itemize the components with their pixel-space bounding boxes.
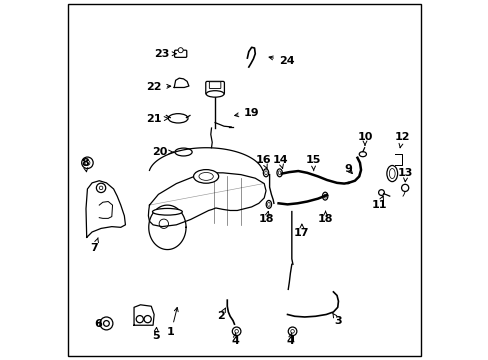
Text: 21: 21: [146, 114, 168, 124]
Text: 16: 16: [255, 155, 271, 168]
Text: 19: 19: [234, 108, 259, 118]
Text: 22: 22: [146, 82, 170, 92]
Text: 5: 5: [152, 327, 160, 341]
Circle shape: [85, 160, 90, 165]
Text: 4: 4: [231, 333, 239, 346]
Circle shape: [81, 157, 93, 168]
Circle shape: [144, 316, 151, 323]
Text: 1: 1: [167, 307, 178, 337]
Circle shape: [103, 320, 109, 326]
Circle shape: [100, 317, 113, 330]
Ellipse shape: [386, 166, 397, 181]
Circle shape: [96, 183, 105, 193]
Text: 4: 4: [285, 333, 293, 346]
Text: 24: 24: [268, 56, 294, 66]
Text: 11: 11: [371, 196, 386, 210]
Circle shape: [99, 186, 102, 190]
Circle shape: [234, 329, 238, 333]
Text: 15: 15: [305, 155, 321, 171]
Text: 7: 7: [91, 238, 98, 253]
Ellipse shape: [323, 194, 326, 198]
Text: 14: 14: [272, 155, 287, 168]
Ellipse shape: [359, 152, 366, 157]
Ellipse shape: [168, 114, 187, 123]
Text: 10: 10: [357, 132, 372, 145]
Text: 20: 20: [152, 147, 173, 157]
Ellipse shape: [388, 168, 394, 179]
Circle shape: [401, 184, 408, 192]
Circle shape: [136, 316, 143, 323]
Ellipse shape: [206, 91, 224, 97]
Text: 12: 12: [394, 132, 409, 148]
Text: 17: 17: [293, 224, 309, 238]
Circle shape: [287, 327, 296, 336]
Ellipse shape: [193, 170, 218, 183]
Ellipse shape: [265, 201, 271, 208]
Text: 18: 18: [258, 211, 274, 224]
FancyBboxPatch shape: [209, 82, 221, 89]
Circle shape: [178, 48, 183, 53]
Circle shape: [290, 329, 294, 333]
Text: 8: 8: [81, 158, 89, 172]
Text: 13: 13: [397, 168, 413, 182]
FancyBboxPatch shape: [174, 50, 186, 57]
FancyBboxPatch shape: [205, 81, 224, 94]
Text: 18: 18: [317, 211, 333, 224]
Text: 9: 9: [344, 164, 352, 174]
Ellipse shape: [263, 169, 268, 177]
Ellipse shape: [199, 172, 213, 180]
Ellipse shape: [322, 192, 327, 200]
Ellipse shape: [276, 169, 282, 177]
Circle shape: [159, 219, 168, 228]
Text: 2: 2: [217, 308, 225, 321]
Circle shape: [378, 190, 384, 195]
Ellipse shape: [175, 148, 192, 156]
Text: 23: 23: [154, 49, 176, 59]
Text: 3: 3: [332, 313, 341, 325]
Ellipse shape: [267, 202, 269, 206]
Ellipse shape: [152, 208, 182, 215]
Circle shape: [232, 327, 241, 336]
Ellipse shape: [264, 171, 267, 175]
Ellipse shape: [278, 171, 280, 175]
Text: 6: 6: [94, 319, 102, 329]
